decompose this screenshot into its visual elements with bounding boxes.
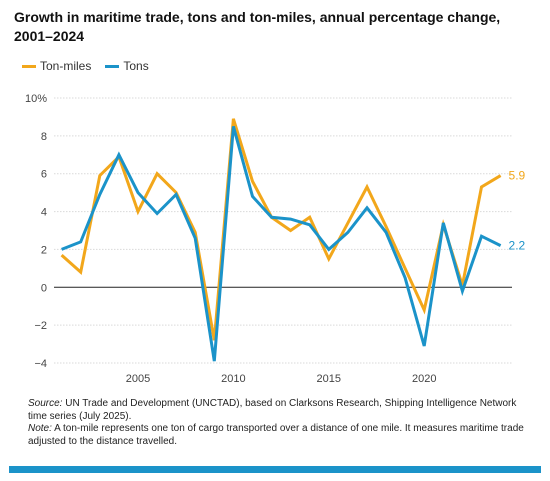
- note-text: A ton-mile represents one ton of cargo t…: [28, 423, 524, 447]
- legend-label-ton-miles: Ton-miles: [40, 59, 92, 73]
- x-tick-label: 2015: [317, 373, 341, 385]
- y-tick-label: −2: [34, 320, 47, 332]
- y-tick-label: 0: [41, 282, 47, 294]
- source-label: Source:: [28, 398, 63, 409]
- series-line-ton-miles: [60, 118, 502, 341]
- source-text: UN Trade and Development (UNCTAD), based…: [28, 398, 517, 422]
- chart-notes: Source: UN Trade and Development (UNCTAD…: [28, 398, 528, 448]
- y-tick-label: −4: [34, 358, 47, 370]
- note: Note: A ton-mile represents one ton of c…: [28, 423, 528, 448]
- y-tick-label: 4: [41, 207, 47, 219]
- x-tick-label: 2005: [126, 373, 150, 385]
- note-label: Note:: [28, 423, 52, 434]
- chart-title: Growth in maritime trade, tons and ton-m…: [14, 9, 501, 44]
- y-tick-label: 2: [41, 244, 47, 256]
- end-label-ton-miles: 5.9: [509, 169, 526, 183]
- y-tick-label: 8: [41, 131, 47, 143]
- legend-swatch-tons: [105, 64, 120, 68]
- legend-label-tons: Tons: [123, 59, 149, 73]
- bottom-accent-bar: [9, 466, 541, 473]
- legend-item-tons: Tons: [105, 59, 149, 73]
- chart-legend: Ton-miles Tons: [22, 59, 163, 73]
- line-chart: −4 −2 0 2 4 6 8 10% 2005 2010 2015 2020 5.9 2.2: [25, 93, 526, 385]
- source-note: Source: UN Trade and Development (UNCTAD…: [28, 398, 528, 423]
- y-tick-label: 10%: [25, 93, 47, 105]
- series-line-tons: [61, 126, 502, 362]
- legend-swatch-ton-miles: [22, 64, 36, 68]
- end-label-tons: 2.2: [509, 239, 526, 253]
- x-tick-label: 2020: [412, 373, 436, 385]
- legend-item-ton-miles: Ton-miles: [22, 59, 91, 73]
- y-tick-label: 6: [41, 169, 47, 181]
- x-tick-label: 2010: [221, 373, 245, 385]
